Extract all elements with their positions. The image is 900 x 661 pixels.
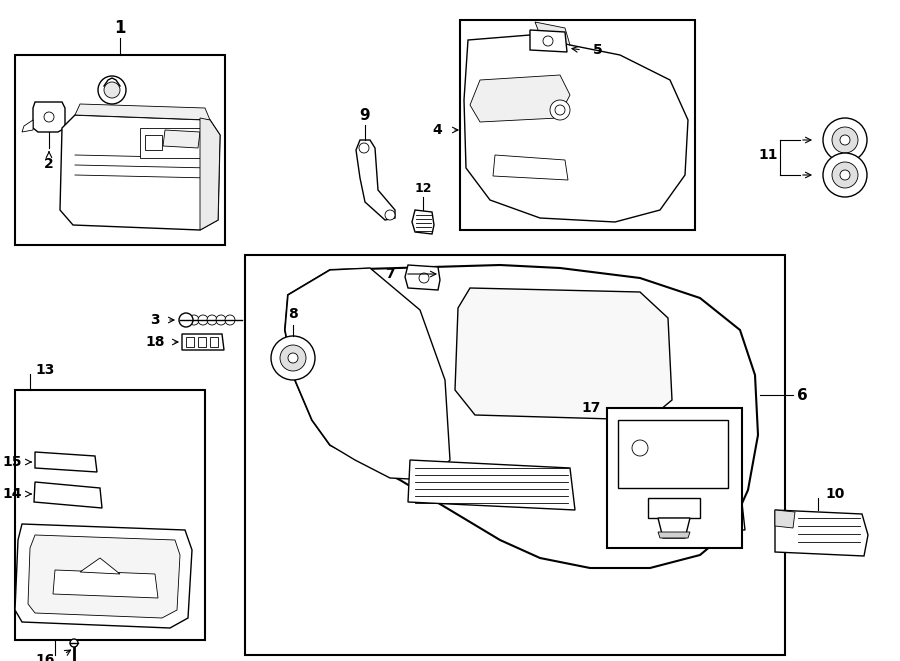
- Bar: [186, 337, 194, 347]
- Circle shape: [419, 273, 429, 283]
- Circle shape: [359, 143, 369, 153]
- Text: 17: 17: [581, 401, 601, 415]
- Text: 9: 9: [360, 108, 370, 122]
- Polygon shape: [658, 518, 690, 538]
- Polygon shape: [80, 558, 120, 574]
- Polygon shape: [163, 130, 200, 148]
- Circle shape: [216, 315, 226, 325]
- Text: 6: 6: [797, 387, 808, 403]
- Circle shape: [832, 162, 858, 188]
- Circle shape: [840, 135, 850, 145]
- Circle shape: [189, 315, 199, 325]
- Text: 12: 12: [414, 182, 432, 194]
- Polygon shape: [33, 102, 65, 132]
- Polygon shape: [775, 510, 868, 556]
- Polygon shape: [408, 460, 575, 510]
- Polygon shape: [34, 482, 102, 508]
- Bar: [245, 255, 785, 655]
- Polygon shape: [285, 268, 450, 480]
- Polygon shape: [200, 118, 220, 230]
- Circle shape: [632, 440, 648, 456]
- Circle shape: [104, 82, 120, 98]
- Text: 8: 8: [288, 307, 298, 321]
- Polygon shape: [28, 535, 180, 618]
- Bar: [618, 420, 728, 488]
- Circle shape: [550, 100, 570, 120]
- Polygon shape: [405, 265, 440, 290]
- Circle shape: [44, 112, 54, 122]
- Bar: [15, 55, 225, 245]
- Polygon shape: [356, 140, 395, 220]
- Text: 4: 4: [432, 123, 442, 137]
- Bar: [210, 337, 218, 347]
- Bar: [15, 390, 205, 640]
- Polygon shape: [53, 570, 158, 598]
- Text: 10: 10: [825, 487, 845, 501]
- Circle shape: [98, 76, 126, 104]
- Text: 16: 16: [35, 653, 55, 661]
- Text: 14: 14: [3, 487, 22, 501]
- Text: 7: 7: [385, 267, 395, 281]
- Text: 15: 15: [3, 455, 22, 469]
- Polygon shape: [530, 30, 567, 52]
- Circle shape: [180, 315, 190, 325]
- Polygon shape: [455, 288, 672, 420]
- Polygon shape: [60, 115, 220, 230]
- Circle shape: [207, 315, 217, 325]
- Polygon shape: [680, 480, 745, 530]
- Text: 1: 1: [114, 19, 126, 37]
- Text: 18: 18: [145, 335, 165, 349]
- Circle shape: [823, 153, 867, 197]
- Circle shape: [271, 336, 315, 380]
- Circle shape: [70, 639, 78, 647]
- Circle shape: [225, 315, 235, 325]
- Polygon shape: [412, 210, 434, 234]
- Text: 3: 3: [150, 313, 160, 327]
- Polygon shape: [658, 532, 690, 538]
- Polygon shape: [182, 334, 224, 350]
- Polygon shape: [22, 120, 33, 132]
- Bar: [607, 408, 742, 548]
- Polygon shape: [535, 22, 570, 45]
- Text: 2: 2: [44, 157, 54, 171]
- Circle shape: [198, 315, 208, 325]
- Bar: [145, 135, 162, 150]
- Circle shape: [555, 105, 565, 115]
- Circle shape: [280, 345, 306, 371]
- Polygon shape: [464, 35, 688, 222]
- Polygon shape: [775, 510, 795, 528]
- Polygon shape: [493, 155, 568, 180]
- Polygon shape: [470, 75, 570, 122]
- Text: 5: 5: [593, 43, 603, 57]
- Polygon shape: [75, 104, 210, 120]
- Bar: [648, 498, 700, 518]
- Polygon shape: [15, 524, 192, 628]
- Text: 11: 11: [759, 148, 778, 162]
- Bar: [198, 337, 206, 347]
- Circle shape: [288, 353, 298, 363]
- Bar: [140, 128, 210, 158]
- Polygon shape: [285, 265, 758, 568]
- Bar: [460, 20, 695, 230]
- Circle shape: [823, 118, 867, 162]
- Polygon shape: [35, 452, 97, 472]
- Circle shape: [543, 36, 553, 46]
- Circle shape: [840, 170, 850, 180]
- Circle shape: [179, 313, 193, 327]
- Circle shape: [693, 500, 707, 514]
- Text: 13: 13: [35, 363, 55, 377]
- Circle shape: [385, 210, 395, 220]
- Circle shape: [832, 127, 858, 153]
